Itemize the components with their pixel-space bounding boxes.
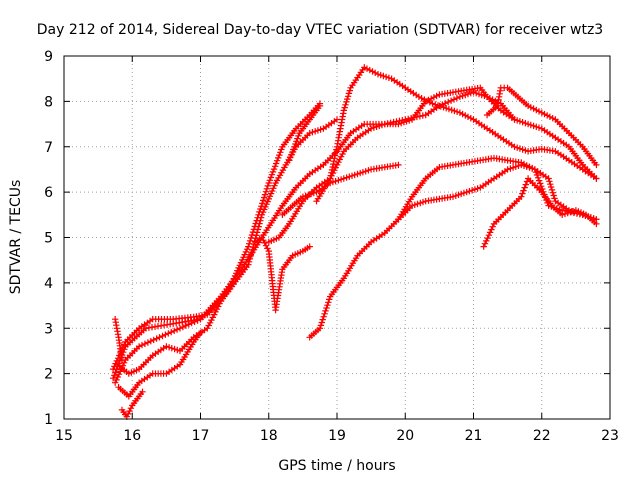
x-tick-label: 18 xyxy=(260,428,278,444)
series-line xyxy=(112,118,338,370)
y-tick-label: 8 xyxy=(44,94,53,110)
y-tick-label: 9 xyxy=(44,49,53,65)
series-f xyxy=(306,154,600,341)
series-line xyxy=(315,66,597,202)
y-tick-label: 5 xyxy=(44,231,53,247)
y-axis-label: SDTVAR / TECUs xyxy=(8,180,24,295)
x-tick-label: 23 xyxy=(601,428,619,444)
series-l xyxy=(251,234,313,314)
x-tick-label: 19 xyxy=(328,428,346,444)
x-tick-label: 21 xyxy=(465,428,483,444)
series-markers xyxy=(112,89,518,386)
series-markers xyxy=(118,388,146,420)
series-j xyxy=(114,297,225,377)
series-e xyxy=(313,64,600,205)
y-tick-label: 1 xyxy=(44,412,53,428)
series-n xyxy=(286,102,324,164)
series-k xyxy=(115,329,204,400)
series-markers xyxy=(112,316,126,364)
y-tick-label: 4 xyxy=(44,276,53,292)
series-markers xyxy=(313,64,600,205)
series-markers xyxy=(114,297,225,377)
series-markers xyxy=(279,161,402,218)
x-tick-label: 17 xyxy=(192,428,210,444)
x-axis-label: GPS time / hours xyxy=(278,458,395,474)
series-markers xyxy=(109,116,341,373)
y-tick-label: 6 xyxy=(44,185,53,201)
series-a xyxy=(109,100,324,382)
series-group xyxy=(109,64,600,420)
series-line xyxy=(309,157,597,338)
series-c xyxy=(112,89,518,386)
series-markers xyxy=(483,84,600,169)
series-markers xyxy=(109,100,324,382)
y-tick-label: 7 xyxy=(44,140,53,156)
series-b xyxy=(109,116,341,373)
series-markers xyxy=(251,234,313,314)
series-markers xyxy=(395,161,600,223)
series-h xyxy=(279,161,402,218)
series-markers xyxy=(115,329,204,400)
series-p xyxy=(118,388,146,420)
series-line xyxy=(112,103,321,379)
series-m xyxy=(483,84,600,169)
series-markers xyxy=(306,154,600,341)
x-tick-label: 15 xyxy=(55,428,73,444)
series-o xyxy=(112,316,126,364)
x-tick-label: 22 xyxy=(533,428,551,444)
chart-title: Day 212 of 2014, Sidereal Day-to-day VTE… xyxy=(37,22,603,38)
y-tick-label: 2 xyxy=(44,367,53,383)
series-i xyxy=(395,161,600,223)
series-markers xyxy=(286,102,324,164)
x-tick-label: 20 xyxy=(396,428,414,444)
plot-frame xyxy=(63,55,611,420)
y-tick-label: 3 xyxy=(44,321,53,337)
x-tick-label: 16 xyxy=(123,428,141,444)
series-line xyxy=(114,91,515,383)
